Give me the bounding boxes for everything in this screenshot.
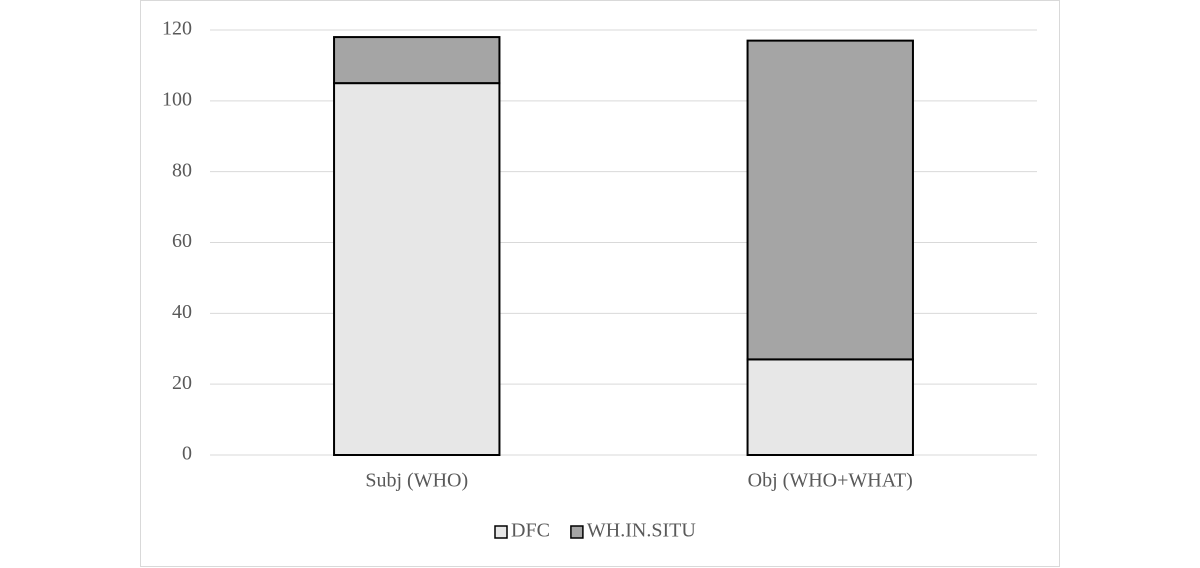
y-tick-label: 80	[172, 159, 192, 181]
y-tick-label: 20	[172, 372, 192, 394]
bar-segment	[746, 39, 914, 361]
y-tick-label: 40	[172, 301, 192, 323]
x-tick-label: Subj (WHO)	[365, 470, 468, 492]
legend-swatch	[570, 525, 584, 539]
y-tick-label: 60	[172, 230, 192, 252]
y-tick-label: 120	[162, 18, 192, 40]
y-tick-label: 100	[162, 88, 192, 110]
legend-label: WH.IN.SITU	[587, 520, 696, 542]
chart-frame	[140, 0, 1060, 567]
x-tick-label: Obj (WHO+WHAT)	[748, 470, 913, 492]
bar-segment	[333, 36, 501, 85]
y-tick-label: 0	[182, 443, 192, 465]
legend-swatch	[494, 525, 508, 539]
bar-segment	[333, 82, 501, 456]
legend-label: DFC	[511, 520, 550, 542]
bar-segment	[746, 358, 914, 456]
